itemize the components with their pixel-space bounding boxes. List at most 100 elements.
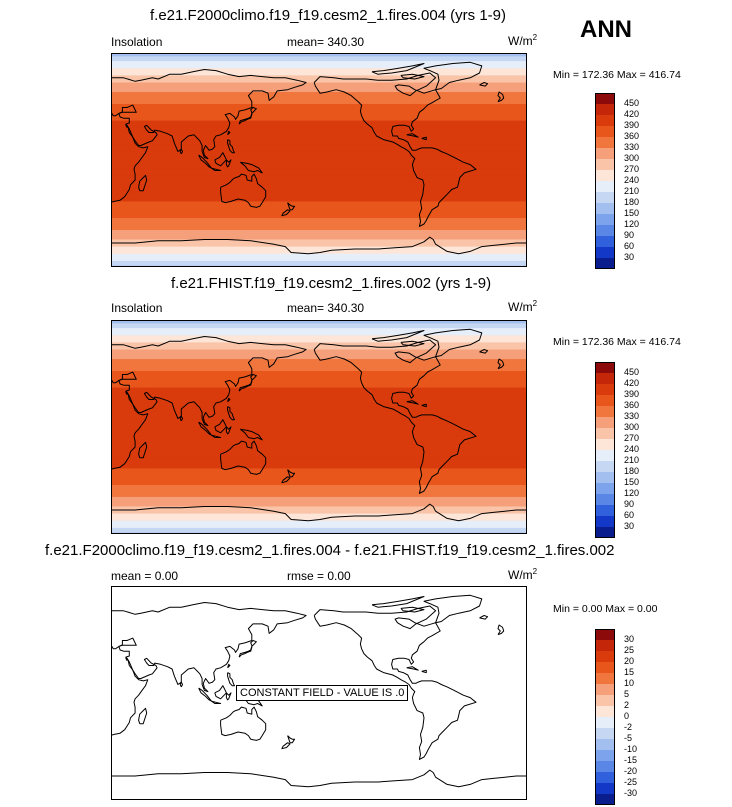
field-band bbox=[112, 389, 526, 393]
field-band bbox=[112, 466, 526, 470]
colorbar-tick-label: 25 bbox=[624, 645, 635, 655]
field-band bbox=[112, 182, 526, 186]
coastline bbox=[238, 640, 257, 658]
colorbar-swatch bbox=[595, 662, 615, 673]
colorbar-swatch bbox=[595, 472, 615, 483]
field-band bbox=[112, 87, 526, 91]
colorbar-swatch bbox=[595, 428, 615, 439]
field-band bbox=[112, 480, 526, 484]
field-band bbox=[112, 103, 526, 107]
colorbar-tick-label: 330 bbox=[624, 411, 640, 421]
coastline bbox=[198, 154, 212, 169]
field-band bbox=[112, 373, 526, 377]
coastline bbox=[214, 685, 227, 700]
field-band bbox=[112, 344, 526, 348]
field-band bbox=[112, 335, 526, 339]
coastline bbox=[421, 403, 427, 408]
colorbar-tick-label: 450 bbox=[624, 367, 640, 377]
coastline bbox=[125, 391, 128, 395]
coastline bbox=[211, 700, 222, 704]
field-band bbox=[112, 456, 526, 460]
field-band bbox=[112, 401, 526, 405]
field-band bbox=[112, 323, 526, 327]
field-band bbox=[112, 342, 526, 346]
colorbar-tick-label: 5 bbox=[624, 689, 630, 699]
coastline bbox=[125, 657, 128, 661]
field-band bbox=[112, 418, 526, 422]
colorbar-tick-label: 10 bbox=[624, 678, 635, 688]
panel2-map bbox=[111, 320, 527, 534]
field-band bbox=[112, 330, 526, 334]
colorbar-tick-label: -15 bbox=[624, 755, 638, 765]
field-band bbox=[112, 225, 526, 229]
panel2-left-label: Insolation bbox=[111, 301, 163, 315]
field-band bbox=[112, 492, 526, 496]
coastline bbox=[479, 82, 489, 87]
colorbar-tick-label: 240 bbox=[624, 175, 640, 185]
field-band bbox=[112, 227, 526, 231]
field-band bbox=[112, 513, 526, 517]
field-band bbox=[112, 385, 526, 389]
coastline bbox=[138, 174, 148, 192]
coastline bbox=[112, 336, 307, 427]
coastline bbox=[238, 374, 257, 392]
colorbar-swatch bbox=[595, 794, 615, 805]
field-band bbox=[112, 468, 526, 472]
colorbar-tick-label: 360 bbox=[624, 131, 640, 141]
field-band bbox=[112, 508, 526, 512]
colorbar-swatch bbox=[595, 494, 615, 505]
colorbar-tick-label: 15 bbox=[624, 667, 635, 677]
coastline bbox=[227, 672, 235, 687]
coastline bbox=[400, 73, 425, 80]
panel1-mean: mean= 340.30 bbox=[287, 35, 365, 49]
field-band bbox=[112, 222, 526, 226]
coastline bbox=[287, 469, 296, 478]
panel1-colorbar bbox=[595, 93, 615, 269]
coastline bbox=[220, 173, 267, 208]
coastline bbox=[138, 441, 148, 459]
field-band bbox=[112, 442, 526, 446]
field-band bbox=[112, 370, 526, 374]
field-band bbox=[112, 439, 526, 443]
coastline bbox=[211, 167, 222, 171]
coastline bbox=[281, 742, 291, 750]
colorbar-swatch bbox=[595, 684, 615, 695]
field-band bbox=[112, 366, 526, 370]
field-band bbox=[112, 244, 526, 248]
field-band bbox=[112, 413, 526, 417]
colorbar-swatch bbox=[595, 673, 615, 684]
field-band bbox=[112, 349, 526, 353]
coastline bbox=[225, 692, 232, 701]
field-band bbox=[112, 77, 526, 81]
field-band bbox=[112, 213, 526, 217]
panel2-colorbar bbox=[595, 362, 615, 538]
field-band bbox=[112, 461, 526, 465]
colorbar-tick-label: 450 bbox=[624, 98, 640, 108]
colorbar-tick-label: 420 bbox=[624, 109, 640, 119]
field-band bbox=[112, 151, 526, 155]
field-band bbox=[112, 248, 526, 252]
coastline bbox=[371, 63, 425, 75]
colorbar-tick-label: 360 bbox=[624, 400, 640, 410]
field-band bbox=[112, 172, 526, 176]
colorbar-tick-label: 210 bbox=[624, 455, 640, 465]
colorbar-swatch bbox=[595, 516, 615, 527]
colorbar-swatch bbox=[595, 148, 615, 159]
coastline bbox=[421, 136, 427, 141]
coastline bbox=[421, 669, 427, 674]
field-band bbox=[112, 501, 526, 505]
field-band bbox=[112, 168, 526, 172]
coastline bbox=[225, 159, 232, 168]
panel1-title: f.e21.F2000climo.f19_f19.cesm2_1.fires.0… bbox=[150, 7, 507, 24]
panel2-title: f.e21.FHIST.f19_f19.cesm2_1.fires.002 (y… bbox=[171, 275, 492, 292]
colorbar-tick-label: 180 bbox=[624, 197, 640, 207]
colorbar-tick-label: 300 bbox=[624, 153, 640, 163]
coastline bbox=[112, 602, 307, 693]
coastline bbox=[227, 130, 231, 136]
coastline bbox=[423, 328, 483, 358]
field-band bbox=[112, 423, 526, 427]
field-band bbox=[112, 208, 526, 212]
field-band bbox=[112, 375, 526, 379]
coastline bbox=[406, 666, 419, 671]
colorbar-swatch bbox=[595, 159, 615, 170]
